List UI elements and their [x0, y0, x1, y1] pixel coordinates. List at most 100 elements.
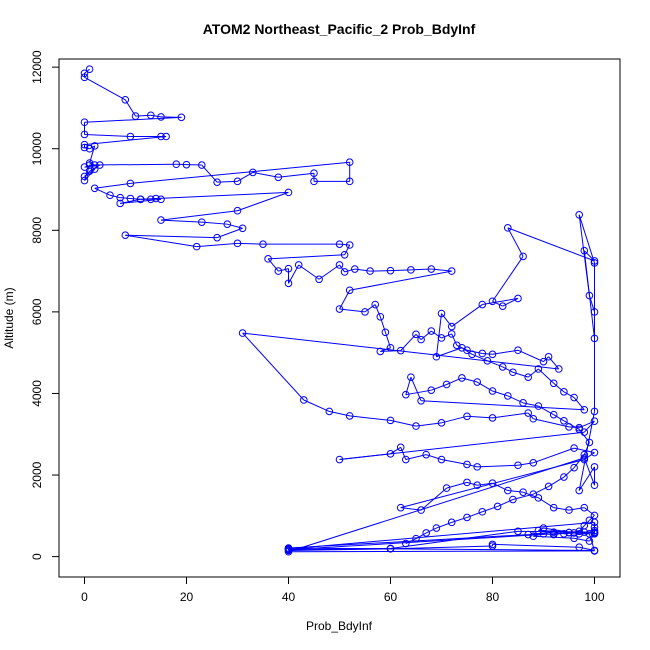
- series-segment: [482, 297, 519, 306]
- data-point: [407, 266, 415, 274]
- data-point: [80, 140, 89, 149]
- data-point: [198, 161, 206, 169]
- data-point: [294, 261, 303, 269]
- series-segment: [109, 194, 121, 199]
- series-segment: [410, 376, 422, 401]
- data-point: [442, 380, 451, 389]
- series-segment: [522, 402, 539, 407]
- data-point: [560, 473, 568, 481]
- series-segment: [579, 546, 595, 551]
- data-point: [488, 414, 497, 422]
- data-point: [549, 529, 558, 538]
- data-point: [233, 239, 242, 248]
- series-lines: [84, 68, 595, 553]
- data-point: [351, 265, 359, 273]
- series-segment: [507, 227, 524, 257]
- series-segment: [527, 412, 534, 420]
- series-segment: [268, 254, 345, 260]
- data-point: [432, 524, 441, 532]
- data-point: [213, 233, 221, 242]
- data-point: [147, 195, 155, 204]
- data-point: [514, 346, 522, 355]
- data-point: [488, 350, 497, 359]
- series-segment: [431, 384, 447, 391]
- series-segment: [476, 381, 493, 392]
- data-point: [463, 478, 471, 487]
- x-axis-label: Prob_BdyInf: [306, 619, 373, 633]
- series-segment: [482, 352, 493, 355]
- data-point: [284, 264, 293, 273]
- y-axis: 0 2000 4000 6000 8000 10000 12000: [30, 50, 60, 560]
- data-point: [182, 160, 191, 169]
- data-point: [213, 178, 221, 186]
- data-point: [198, 218, 206, 226]
- series-segment: [384, 332, 391, 348]
- data-point: [249, 168, 257, 177]
- data-point: [427, 327, 436, 335]
- series-segment: [421, 400, 585, 411]
- data-point: [514, 527, 522, 536]
- data-point: [407, 373, 415, 381]
- data-point: [565, 528, 573, 537]
- series-segment: [517, 462, 534, 466]
- data-point: [560, 529, 568, 538]
- y-tick-label: 0: [30, 553, 44, 560]
- series-segment: [431, 330, 442, 339]
- series-segment: [441, 313, 453, 327]
- data-point: [417, 335, 425, 344]
- data-point: [590, 448, 599, 457]
- series-segment: [507, 395, 524, 404]
- series-segment: [160, 210, 238, 221]
- series-segment: [466, 463, 478, 468]
- data-point: [549, 379, 558, 388]
- series-segment: [344, 268, 355, 273]
- data-point: [80, 176, 89, 185]
- data-point: [590, 518, 599, 527]
- data-point: [192, 242, 201, 251]
- y-tick-label: 8000: [30, 217, 44, 244]
- data-point: [498, 363, 507, 371]
- data-point: [539, 524, 548, 532]
- series-segment: [303, 399, 330, 412]
- data-point: [417, 396, 425, 405]
- series-segment: [242, 332, 305, 401]
- series-segment: [278, 268, 289, 272]
- data-point: [529, 414, 538, 423]
- data-point: [422, 450, 431, 459]
- series-points: [80, 65, 599, 556]
- series-segment: [84, 135, 167, 146]
- x-tick-label: 20: [180, 590, 194, 604]
- data-point: [468, 350, 476, 359]
- data-point: [361, 308, 369, 316]
- series-segment: [553, 414, 565, 422]
- series-segment: [583, 250, 595, 339]
- data-point: [131, 112, 140, 120]
- data-point: [80, 69, 89, 78]
- data-point: [284, 188, 293, 197]
- series-segment: [492, 482, 509, 491]
- series-segment: [492, 256, 524, 302]
- data-point: [488, 479, 497, 487]
- data-point: [463, 412, 471, 421]
- series-segment: [517, 349, 544, 363]
- series-segment: [487, 360, 503, 368]
- data-point: [432, 352, 441, 361]
- series-segment: [237, 171, 254, 182]
- data-point: [509, 368, 517, 377]
- data-point: [590, 334, 599, 343]
- data-point: [264, 255, 272, 263]
- series-segment: [553, 507, 570, 511]
- data-point: [90, 184, 99, 193]
- data-point: [514, 461, 522, 470]
- data-point: [437, 455, 446, 464]
- data-point: [509, 495, 517, 504]
- data-point: [437, 309, 446, 318]
- data-point: [473, 481, 482, 490]
- series-segment: [405, 538, 417, 545]
- series-segment: [278, 172, 315, 178]
- series-segment: [507, 490, 524, 493]
- series-segment: [339, 453, 391, 461]
- data-point: [157, 195, 165, 204]
- series-segment: [288, 547, 391, 551]
